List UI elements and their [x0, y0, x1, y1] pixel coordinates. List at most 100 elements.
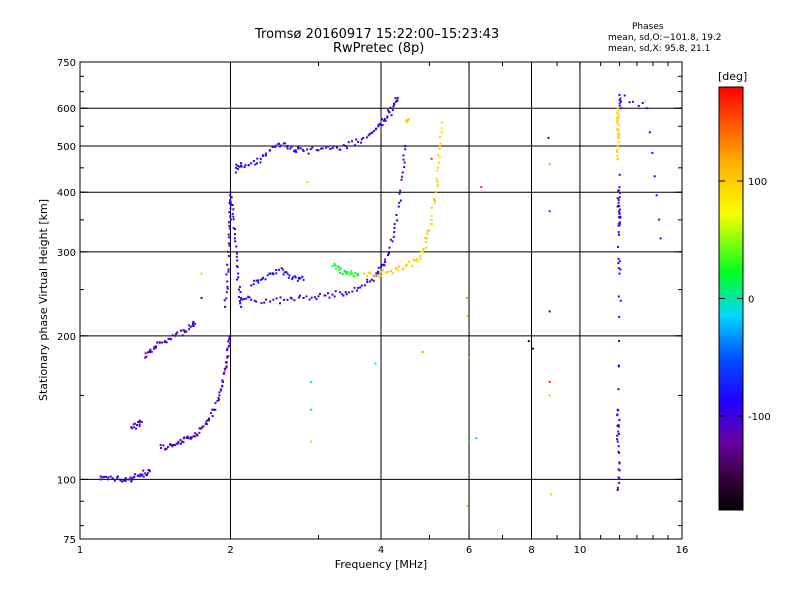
data-point	[181, 440, 183, 443]
data-point	[399, 189, 402, 192]
data-point	[144, 352, 147, 355]
data-point	[148, 470, 151, 473]
data-point	[426, 229, 429, 232]
data-point	[618, 481, 621, 484]
data-point	[229, 218, 232, 221]
data-point	[232, 208, 235, 211]
data-point	[338, 268, 341, 271]
data-point	[234, 233, 236, 236]
data-point	[345, 272, 348, 275]
data-point	[360, 138, 363, 141]
data-point	[234, 166, 237, 169]
data-point	[176, 331, 179, 334]
data-point	[167, 445, 169, 448]
data-point	[301, 148, 304, 151]
data-point	[299, 277, 302, 280]
data-point	[229, 191, 232, 194]
data-point	[306, 148, 309, 151]
data-point	[357, 286, 360, 289]
data-point	[259, 157, 262, 160]
phase-stats-o-mode: mean, sd,O:−101.8, 19.2	[608, 33, 722, 43]
data-point	[430, 157, 433, 160]
data-point	[405, 119, 408, 122]
data-point	[617, 114, 620, 117]
data-point	[618, 186, 621, 189]
data-point	[623, 94, 626, 97]
data-point	[236, 259, 239, 262]
data-point	[617, 445, 620, 448]
data-point	[333, 262, 336, 265]
data-point	[440, 127, 443, 130]
data-point	[239, 291, 242, 293]
data-point	[393, 231, 396, 234]
data-point	[424, 237, 427, 239]
data-point	[259, 278, 262, 281]
data-point	[257, 279, 259, 282]
data-point	[310, 296, 313, 299]
data-point	[337, 266, 340, 269]
data-point	[435, 178, 438, 180]
data-point	[265, 152, 268, 155]
data-point	[140, 420, 143, 423]
data-point	[150, 350, 153, 353]
data-point	[438, 156, 441, 159]
data-point	[405, 121, 408, 124]
data-point	[388, 252, 390, 255]
data-point	[363, 272, 366, 275]
data-point	[308, 298, 311, 301]
data-point	[438, 161, 441, 164]
data-point	[385, 271, 388, 273]
data-point	[225, 291, 228, 294]
data-point	[244, 164, 247, 167]
data-point	[617, 129, 620, 132]
data-point	[618, 340, 620, 342]
data-point	[177, 442, 180, 445]
data-point	[618, 364, 620, 367]
data-point	[367, 134, 370, 137]
data-point	[393, 102, 396, 105]
data-point	[377, 272, 380, 275]
data-point	[235, 245, 238, 248]
data-point	[618, 173, 621, 176]
data-point	[167, 337, 170, 340]
data-point	[234, 240, 237, 243]
data-point	[171, 444, 174, 446]
data-point	[133, 475, 136, 478]
data-point	[192, 320, 195, 323]
data-point	[279, 302, 281, 305]
data-point	[617, 140, 620, 143]
y-tick-label: 75	[63, 535, 76, 546]
data-point	[185, 330, 188, 333]
data-point	[160, 447, 162, 449]
data-point	[124, 479, 127, 482]
data-point	[231, 204, 234, 206]
data-point	[153, 347, 155, 350]
data-point	[216, 399, 219, 402]
data-point	[107, 478, 109, 481]
data-point	[237, 296, 240, 298]
data-point	[377, 270, 379, 273]
data-point	[619, 268, 622, 271]
data-point	[438, 147, 441, 150]
data-point	[189, 325, 192, 328]
data-point	[306, 181, 309, 184]
data-point	[437, 166, 439, 169]
data-point	[391, 272, 394, 275]
data-point	[413, 258, 415, 261]
data-point	[236, 266, 239, 269]
data-point	[286, 147, 289, 150]
data-point	[164, 340, 167, 343]
data-point	[617, 468, 620, 471]
data-point	[617, 109, 620, 112]
data-point	[618, 212, 621, 214]
x-tick-label: 4	[378, 545, 384, 556]
data-point	[255, 279, 258, 282]
data-point	[185, 437, 188, 439]
data-point	[368, 271, 371, 274]
data-point	[223, 299, 226, 302]
data-point	[618, 133, 621, 136]
data-point	[141, 473, 144, 476]
data-point	[527, 340, 530, 343]
data-point	[617, 201, 620, 204]
data-point	[291, 278, 294, 281]
